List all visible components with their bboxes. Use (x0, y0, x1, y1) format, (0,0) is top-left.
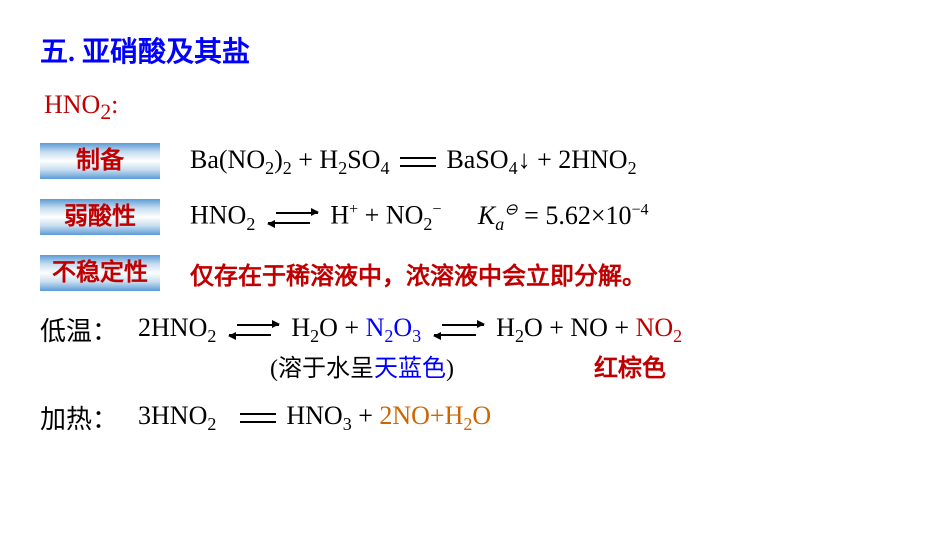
equilibrium-arrow-icon (434, 319, 484, 341)
precipitate-arrow-icon: ↓ (518, 144, 531, 174)
solvent-note: (溶于水呈天蓝色) (270, 348, 454, 383)
ka-constant: Ka⊖ = 5.62×10−4 (478, 201, 649, 230)
weak-acid-row: 弱酸性 HNO2 H+ + NO2− Ka⊖ = 5.62×10−4 (40, 199, 910, 235)
badge-preparation: 制备 (40, 143, 160, 179)
redbrown-label: 红棕色 (594, 348, 666, 383)
low-temp-label: 低温： (40, 311, 118, 348)
section-title: 五. 亚硝酸及其盐 (40, 30, 910, 70)
heat-label: 加热： (40, 399, 118, 436)
badge-weak-acid: 弱酸性 (40, 199, 160, 235)
heat-row: 加热： 3HNO2 HNO3 + 2NO+H2O (40, 399, 910, 436)
equation-3: 2HNO2 H2O + N2O3 H2O + NO + NO2 (138, 313, 682, 347)
low-temp-row: 低温： 2HNO2 H2O + N2O3 H2O + NO + NO2 (40, 311, 910, 348)
equation-1: Ba(NO2)2 + H2SO4 BaSO4↓ + 2HNO2 (190, 144, 637, 179)
equilibrium-arrow-icon (268, 207, 318, 229)
equation-2: HNO2 H+ + NO2− Ka⊖ = 5.62×10−4 (190, 199, 649, 235)
badge-unstable: 不稳定性 (40, 255, 160, 291)
unstable-row: 不稳定性 仅存在于稀溶液中，浓溶液中会立即分解。 (40, 255, 910, 291)
equation-4: 3HNO2 HNO3 + 2NO+H2O (138, 401, 491, 435)
unstable-note: 仅存在于稀溶液中，浓溶液中会立即分解。 (190, 256, 646, 291)
equals-icon (400, 155, 436, 169)
equilibrium-arrow-icon (229, 319, 279, 341)
compound-name: HNO2: (44, 90, 910, 125)
solvent-note-row: (溶于水呈天蓝色) 红棕色 (270, 348, 910, 383)
preparation-row: 制备 Ba(NO2)2 + H2SO4 BaSO4↓ + 2HNO2 (40, 143, 910, 179)
equals-icon (240, 411, 276, 425)
